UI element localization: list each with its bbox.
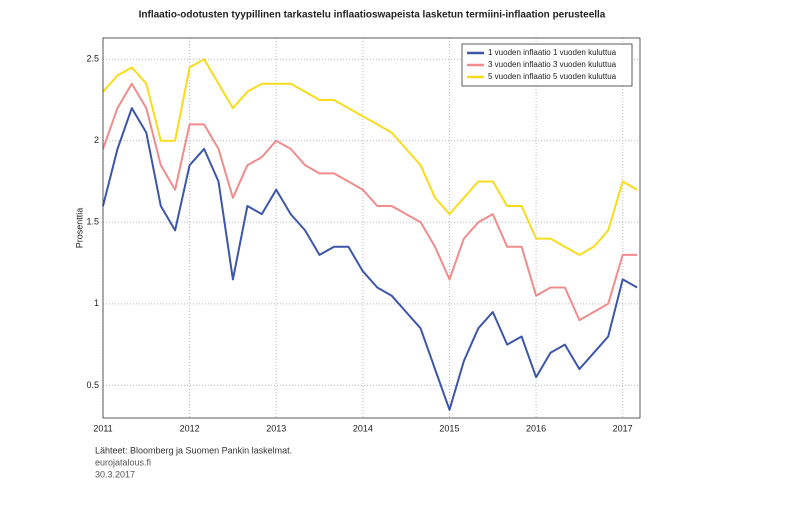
chart-title: Inflaatio-odotusten tyypillinen tarkaste… [139, 10, 606, 21]
y-tick-label: 1 [94, 298, 99, 308]
x-tick-label: 2015 [439, 423, 459, 433]
x-tick-label: 2012 [180, 423, 200, 433]
x-tick-label: 2017 [613, 423, 633, 433]
data-line [102, 82, 638, 322]
y-axis-label: Prosenttia [74, 208, 84, 249]
site-note: eurojatalous.fi [95, 457, 151, 467]
y-tick-label: 0.5 [86, 380, 99, 390]
plot-frame [102, 37, 641, 419]
y-tick-label: 2.5 [86, 54, 99, 64]
legend-label: 5 vuoden inflaatio 5 vuoden kuluttua [488, 72, 617, 81]
source-note: Lähteet: Bloomberg ja Suomen Pankin lask… [95, 445, 292, 455]
y-tick-label: 2 [94, 135, 99, 145]
data-line [102, 107, 638, 411]
legend-box [461, 43, 633, 87]
legend-label: 1 vuoden inflaatio 1 vuoden kuluttua [488, 48, 617, 57]
legend-label: 3 vuoden inflaatio 3 vuoden kuluttua [488, 60, 617, 69]
x-tick-label: 2016 [526, 423, 546, 433]
data-line [102, 58, 638, 256]
y-tick-label: 1.5 [86, 217, 99, 227]
x-tick-label: 2013 [266, 423, 286, 433]
x-tick-label: 2014 [353, 423, 373, 433]
x-tick-label: 2011 [93, 423, 112, 433]
date-note: 30.3.2017 [95, 469, 135, 479]
